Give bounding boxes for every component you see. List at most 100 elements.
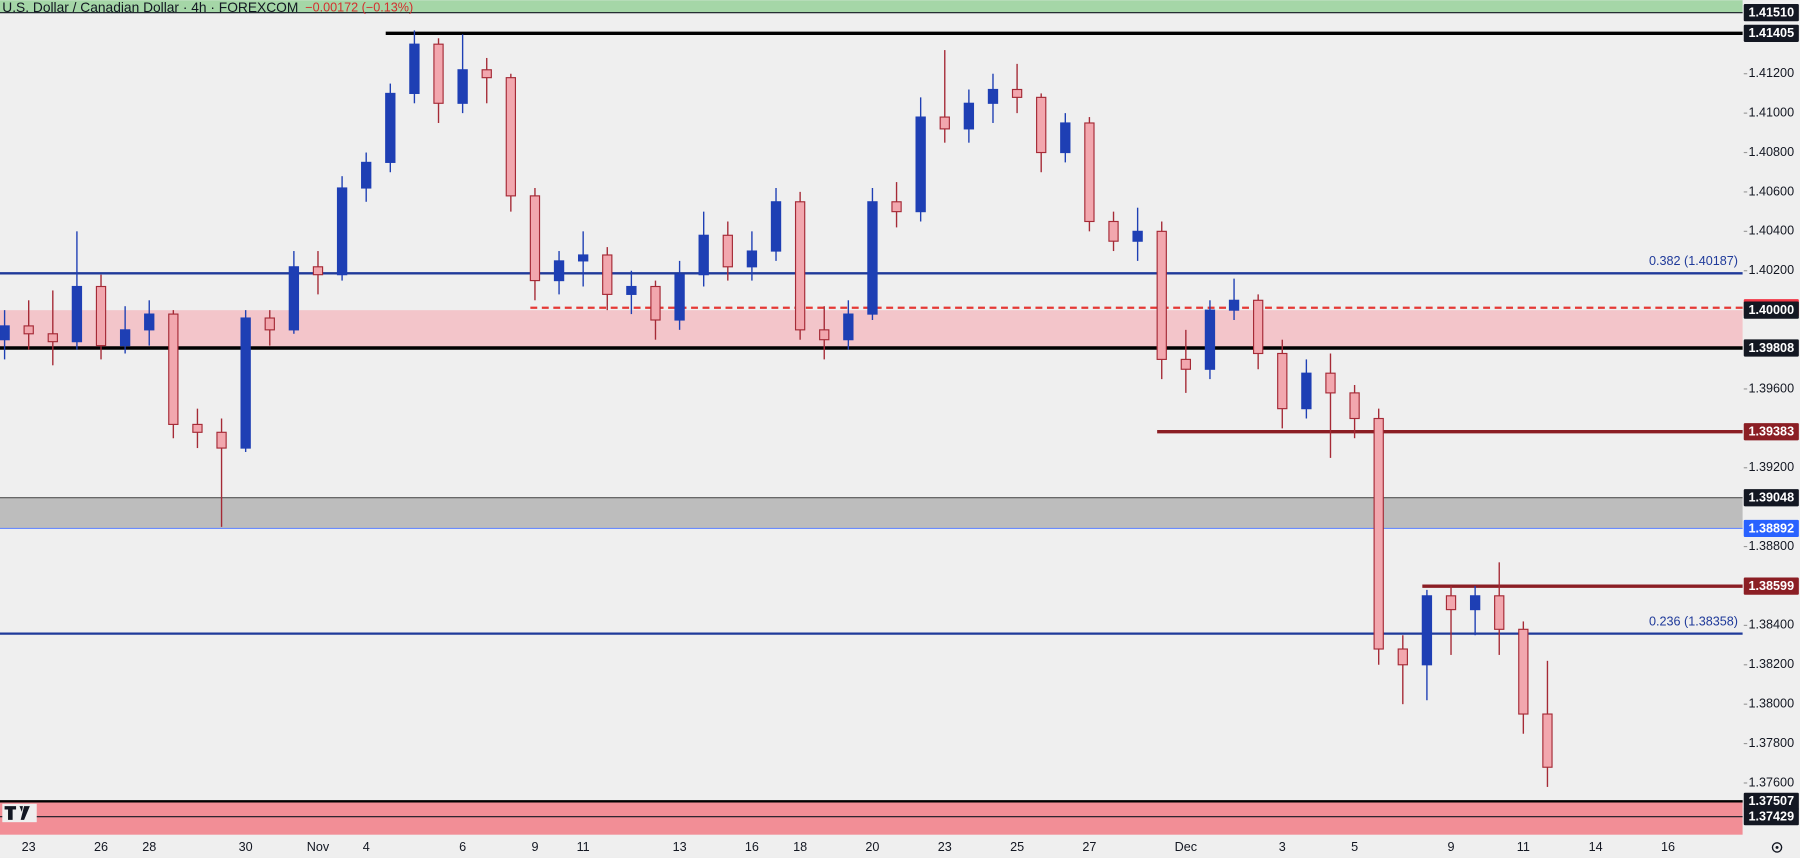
candle-body xyxy=(0,325,10,341)
candle-body xyxy=(1397,648,1408,666)
candle-body xyxy=(95,285,107,347)
level-label: 1.39808 xyxy=(1749,341,1795,355)
candle-body xyxy=(626,285,637,295)
y-tick-label: 1.39200 xyxy=(1749,460,1795,474)
candle-body xyxy=(1445,595,1457,611)
candles xyxy=(0,30,1553,787)
candle-body xyxy=(577,254,589,262)
x-tick-label: 11 xyxy=(1517,840,1530,854)
candle-body xyxy=(819,329,830,341)
level-label-bg xyxy=(1743,4,1799,22)
x-tick-label: Dec xyxy=(1175,840,1197,854)
zone xyxy=(0,801,1743,835)
candle-body xyxy=(1349,392,1360,420)
level-label-bg xyxy=(1743,577,1799,595)
candle-body xyxy=(1204,309,1216,370)
fib-label: 0.382 (1.40187) xyxy=(1649,254,1738,268)
level-label: 1.39383 xyxy=(1749,425,1795,439)
candle-body xyxy=(722,234,733,268)
candle-body xyxy=(1301,372,1312,410)
candle-body xyxy=(843,313,854,341)
y-tick-label: 1.39600 xyxy=(1749,381,1795,395)
level-label-bg xyxy=(1743,24,1799,42)
candle-body xyxy=(505,77,517,197)
time-axis-bg xyxy=(0,834,1800,858)
candle-body xyxy=(939,116,950,130)
candle-body xyxy=(915,116,926,213)
y-tick-label: 1.40600 xyxy=(1749,184,1795,198)
candle-body xyxy=(1494,595,1505,630)
candle-body xyxy=(71,285,83,343)
candle-body xyxy=(192,423,203,433)
candle-body xyxy=(312,266,324,276)
level-label: 1.38892 xyxy=(1749,521,1795,535)
candle-body xyxy=(674,274,685,321)
candle-body xyxy=(288,266,300,331)
y-tick-label: 1.40800 xyxy=(1749,145,1795,159)
y-tick-label: 1.41000 xyxy=(1749,105,1795,119)
x-tick-label: 6 xyxy=(459,840,466,854)
candle-body xyxy=(1252,299,1264,355)
level-label: 1.37429 xyxy=(1749,810,1795,824)
y-tick-label: 1.38000 xyxy=(1749,697,1795,711)
candle-body xyxy=(891,201,902,213)
level-label-bg xyxy=(1743,423,1799,441)
price-change: −0.00172 (−0.13%) xyxy=(305,1,413,15)
level-label: 1.39048 xyxy=(1749,491,1795,505)
candle-body xyxy=(409,43,420,95)
x-tick-label: 23 xyxy=(938,840,952,854)
candle-body xyxy=(336,187,348,276)
candle-body xyxy=(47,333,58,343)
candle-body xyxy=(770,201,782,252)
x-tick-label: 26 xyxy=(94,840,108,854)
candle-body xyxy=(385,92,396,163)
candle-body xyxy=(1542,713,1553,768)
x-tick-label: 16 xyxy=(745,840,759,854)
candle-body xyxy=(457,69,468,104)
candle-body xyxy=(1011,88,1023,98)
candle-body xyxy=(1180,358,1192,370)
candle-body xyxy=(698,234,709,276)
fib-label: 0.236 (1.38358) xyxy=(1649,614,1738,628)
candle-body xyxy=(1036,96,1047,154)
x-tick-label: 16 xyxy=(1661,840,1675,854)
candle-body xyxy=(1277,352,1288,410)
candle-body xyxy=(1518,628,1529,715)
y-tick-label: 1.37600 xyxy=(1749,775,1795,789)
candle-body xyxy=(1060,122,1071,154)
candle-body xyxy=(529,195,541,282)
candle-body xyxy=(1373,417,1384,650)
candle-body xyxy=(1132,230,1143,242)
candle-body xyxy=(216,431,227,449)
x-tick-label: 30 xyxy=(239,840,253,854)
x-tick-label: 27 xyxy=(1082,840,1096,854)
x-tick-label: 14 xyxy=(1589,840,1603,854)
level-label-bg xyxy=(1743,489,1799,507)
candle-body xyxy=(794,201,806,331)
level-label: 1.41405 xyxy=(1749,26,1795,40)
candle-body xyxy=(963,102,975,130)
level-label: 1.38599 xyxy=(1749,579,1795,593)
zone xyxy=(0,497,1743,529)
x-tick-label: 5 xyxy=(1351,840,1358,854)
candle-body xyxy=(240,317,251,449)
candle-body xyxy=(867,201,878,315)
y-tick-label: 1.38200 xyxy=(1749,657,1795,671)
level-label-bg xyxy=(1743,808,1799,826)
candle-body xyxy=(1325,372,1336,394)
candle-body xyxy=(1084,122,1095,223)
chart-title: U.S. Dollar / Canadian Dollar · 4h · FOR… xyxy=(2,0,298,15)
candle-body xyxy=(1421,595,1433,666)
y-tick-label: 1.40400 xyxy=(1749,224,1795,238)
x-tick-label: 25 xyxy=(1010,840,1024,854)
tradingview-logo xyxy=(2,803,37,823)
x-tick-label: 18 xyxy=(793,840,807,854)
x-tick-label: 9 xyxy=(531,840,538,854)
level-label: 1.41510 xyxy=(1749,6,1795,20)
level-label: 1.37507 xyxy=(1749,794,1795,808)
y-tick-label: 1.37800 xyxy=(1749,736,1795,750)
settings-icon[interactable] xyxy=(1771,842,1783,853)
candle-body xyxy=(602,254,613,295)
